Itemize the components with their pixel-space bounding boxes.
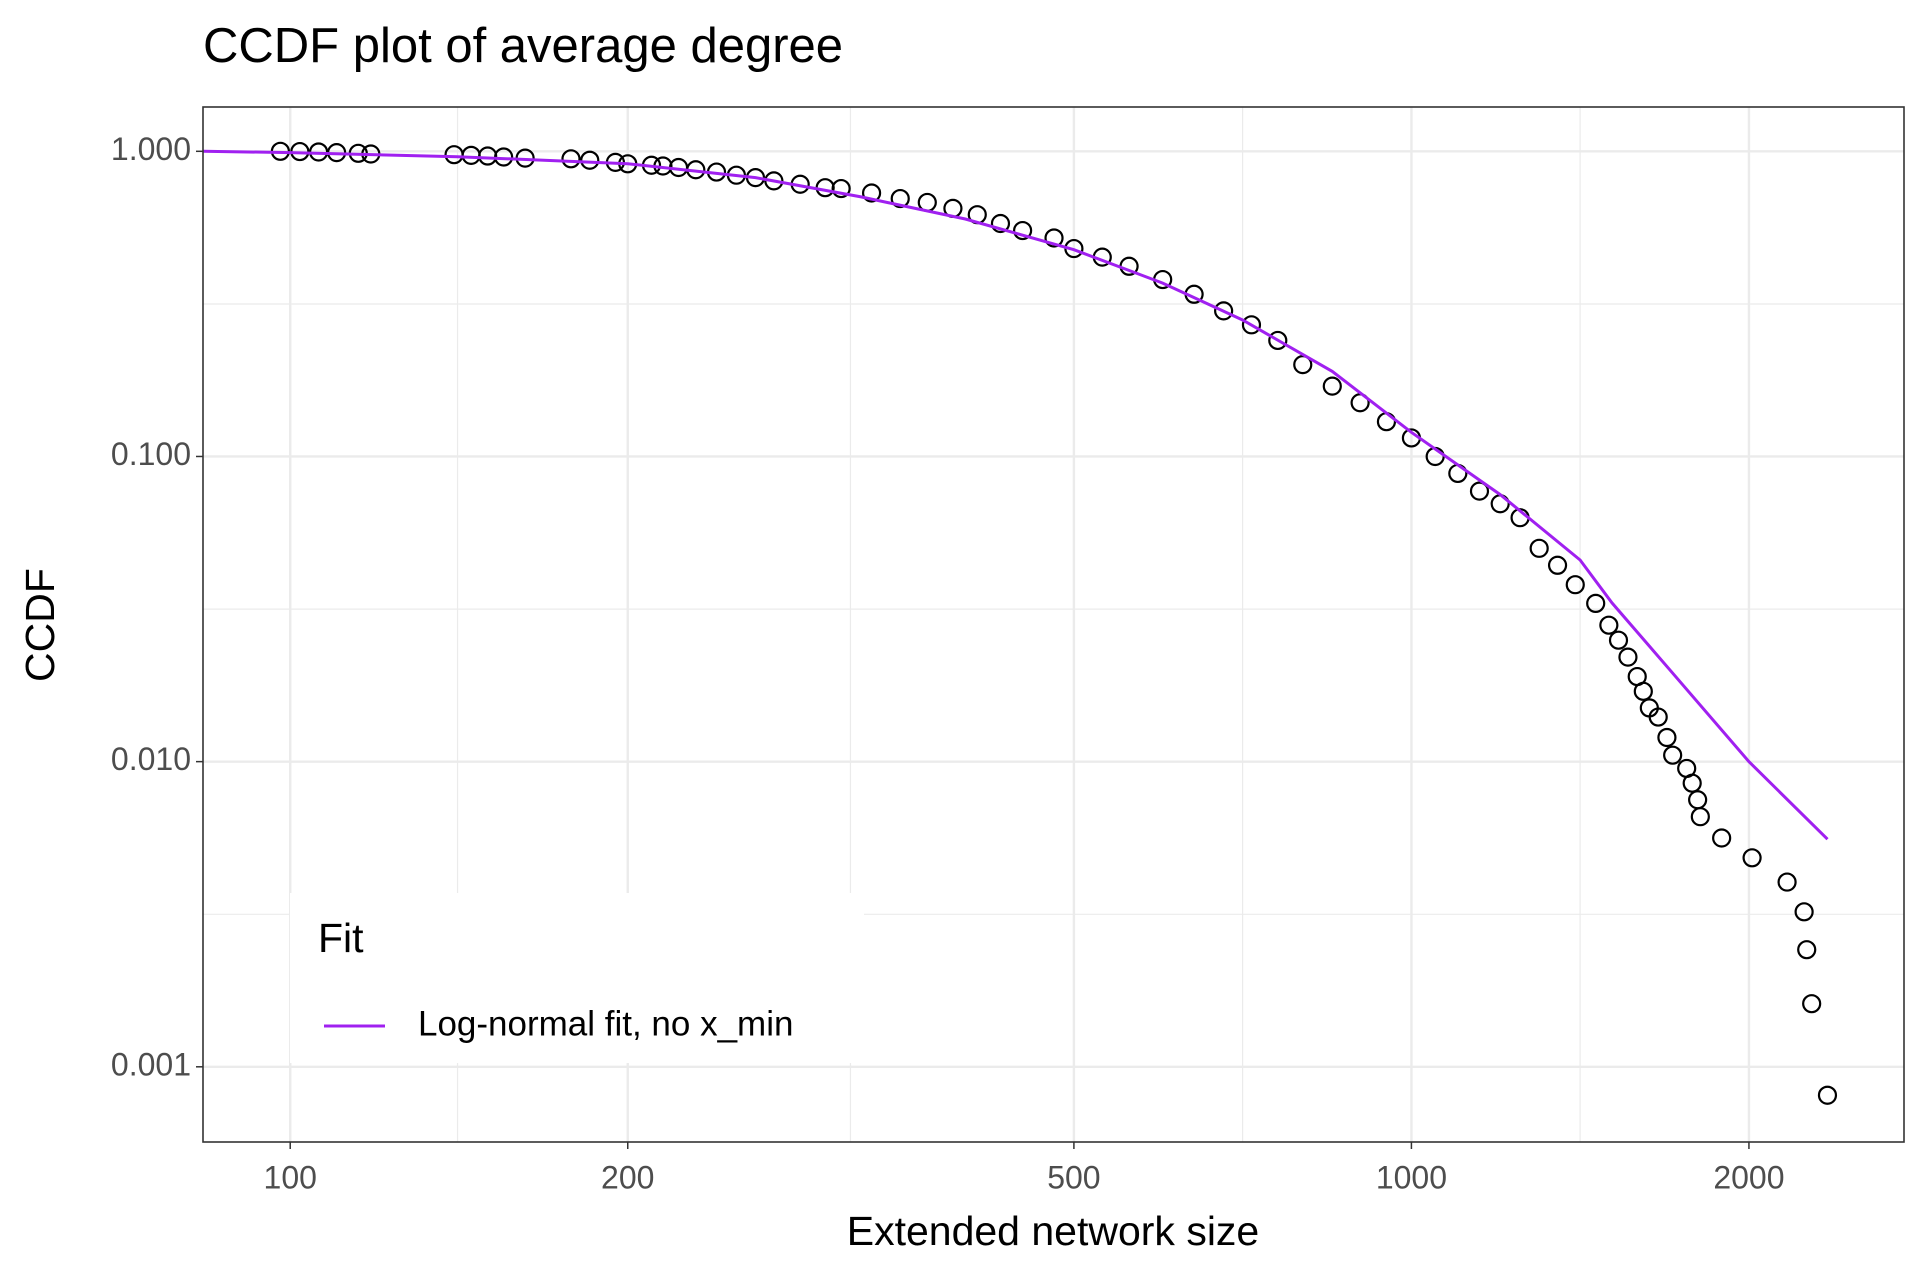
- x-axis-title: Extended network size: [847, 1208, 1260, 1254]
- point: [1742, 848, 1762, 868]
- point: [1529, 538, 1549, 558]
- x-tick-label: 100: [264, 1159, 317, 1195]
- point: [1241, 315, 1262, 335]
- point: [1682, 773, 1702, 793]
- legend-box: [290, 893, 864, 1063]
- legend-title: Fit: [318, 915, 364, 961]
- legend-label: Log-normal fit, no x_min: [418, 1004, 793, 1043]
- point: [1633, 681, 1653, 701]
- point: [1648, 707, 1668, 727]
- point: [1565, 575, 1585, 595]
- x-tick-label: 2000: [1713, 1159, 1784, 1195]
- point: [1657, 727, 1677, 748]
- fit-line: [203, 149, 1829, 841]
- x-tick-label: 1000: [1376, 1159, 1447, 1195]
- x-tick-label: 500: [1047, 1159, 1100, 1195]
- plot-border: [202, 106, 1905, 1143]
- point: [1794, 902, 1814, 922]
- y-tick-label: 0.001: [111, 1046, 191, 1082]
- point: [1469, 481, 1490, 501]
- y-tick-label: 0.100: [111, 436, 191, 472]
- point: [1547, 555, 1568, 575]
- point: [1618, 647, 1638, 667]
- y-tick-label: 0.010: [111, 741, 191, 777]
- point: [1802, 994, 1822, 1014]
- point: [1268, 330, 1288, 351]
- point: [1322, 376, 1342, 396]
- point: [1214, 301, 1234, 321]
- point: [1044, 228, 1064, 248]
- point: [1817, 1085, 1838, 1105]
- point: [1663, 745, 1683, 765]
- point: [831, 178, 851, 199]
- point: [561, 149, 581, 169]
- x-tick-label: 200: [601, 1159, 654, 1195]
- point: [1013, 220, 1033, 241]
- chart-title: CCDF plot of average degree: [203, 19, 843, 73]
- point: [1777, 872, 1797, 892]
- point: [990, 213, 1011, 234]
- y-tick-label: 1.000: [111, 131, 191, 167]
- point: [580, 150, 600, 170]
- point: [1797, 940, 1817, 960]
- point: [1586, 593, 1606, 614]
- y-axis-title: CCDF: [17, 568, 63, 682]
- point: [890, 188, 910, 209]
- data-layer: [203, 141, 1838, 1105]
- point: [861, 183, 882, 203]
- point: [1712, 828, 1732, 848]
- point: [1690, 807, 1710, 827]
- point: [1599, 615, 1619, 635]
- point: [1608, 630, 1629, 650]
